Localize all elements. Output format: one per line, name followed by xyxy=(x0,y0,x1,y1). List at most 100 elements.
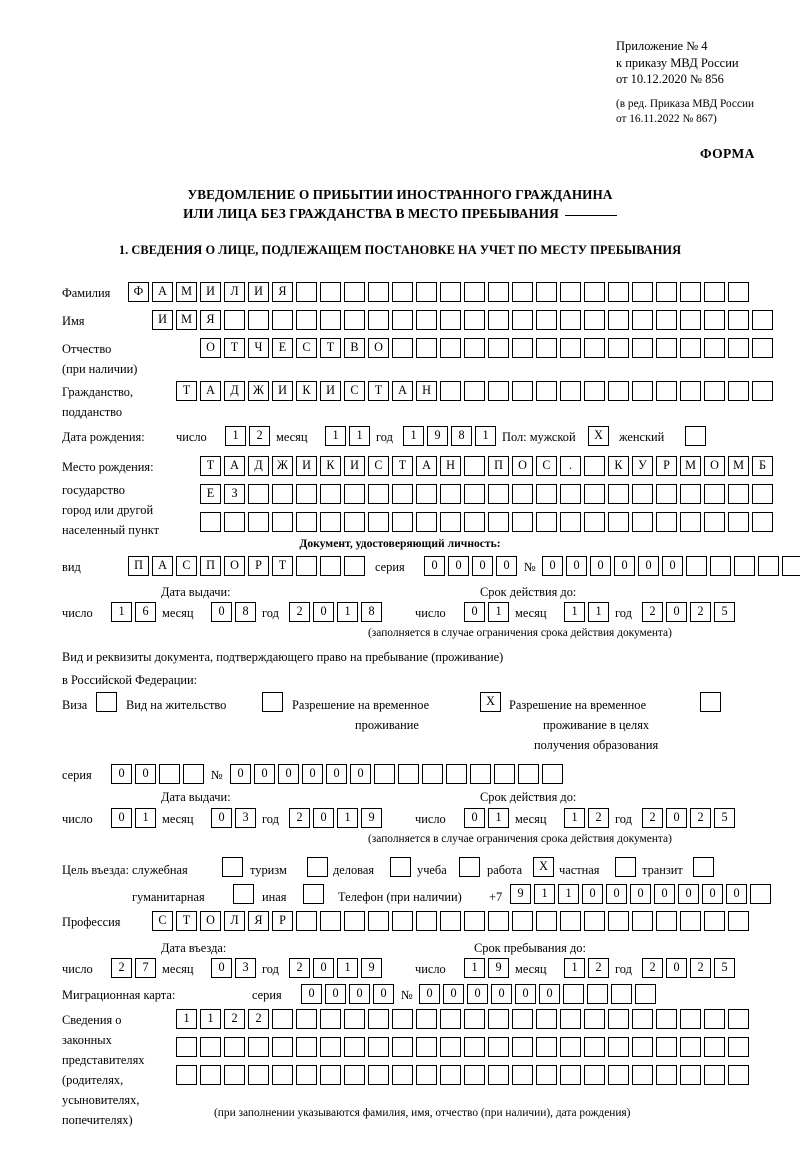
temp-edu-checkbox-1[interactable] xyxy=(700,692,721,712)
surname-cells-7[interactable]: Я xyxy=(272,282,293,302)
birthplace-row-2-cells-11[interactable] xyxy=(440,484,461,504)
birthplace-row-2-cells-6[interactable] xyxy=(320,484,341,504)
surname-cells-26[interactable] xyxy=(728,282,749,302)
patronymic-cells-4[interactable]: Е xyxy=(272,338,293,358)
surname-cells-11[interactable] xyxy=(368,282,389,302)
patronymic-cells-15[interactable] xyxy=(536,338,557,358)
permit-issue-day-cells-1[interactable]: 0 xyxy=(111,808,132,828)
citizenship-cells-12[interactable] xyxy=(440,381,461,401)
profession-cells-15[interactable] xyxy=(488,911,509,931)
birthplace-row-3-cells-7[interactable] xyxy=(344,512,365,532)
citizenship-cells-15[interactable] xyxy=(512,381,533,401)
purpose-tourism-checkbox-1[interactable] xyxy=(307,857,328,877)
birthplace-row-1-cells-13[interactable]: П xyxy=(488,456,509,476)
permit-issue-year-cells-1[interactable]: 2 xyxy=(289,808,310,828)
purpose-study-checkbox[interactable] xyxy=(459,857,480,877)
doc-number-cells-4[interactable]: 0 xyxy=(614,556,635,576)
doc-number-cells-10[interactable] xyxy=(758,556,779,576)
permit-valid-month-cells-1[interactable]: 1 xyxy=(564,808,585,828)
profession-cells-20[interactable] xyxy=(608,911,629,931)
phone-cells-7[interactable]: 0 xyxy=(654,884,675,904)
birthplace-row-1-cells-8[interactable]: С xyxy=(368,456,389,476)
patronymic-cells-20[interactable] xyxy=(656,338,677,358)
migration-number-cells-3[interactable]: 0 xyxy=(467,984,488,1004)
reps-row-2-cells-18[interactable] xyxy=(584,1037,605,1057)
entry-month-cells-2[interactable]: 3 xyxy=(235,958,256,978)
doc-kind-cells-4[interactable]: П xyxy=(200,556,221,576)
citizenship-cells-22[interactable] xyxy=(680,381,701,401)
firstname-cells-18[interactable] xyxy=(560,310,581,330)
reps-row-2-cells-19[interactable] xyxy=(608,1037,629,1057)
permit-valid-day-cells-2[interactable]: 1 xyxy=(488,808,509,828)
patronymic-cells-6[interactable]: Т xyxy=(320,338,341,358)
permit-valid-year-cells-3[interactable]: 2 xyxy=(690,808,711,828)
migration-number-cells-1[interactable]: 0 xyxy=(419,984,440,1004)
reps-row-1-cells-2[interactable]: 1 xyxy=(200,1009,221,1029)
birthplace-row-3-cells-1[interactable] xyxy=(200,512,221,532)
profession-cells-16[interactable] xyxy=(512,911,533,931)
birthplace-row-2-cells-13[interactable] xyxy=(488,484,509,504)
reps-row-1-cells-5[interactable] xyxy=(272,1009,293,1029)
reps-row-1-cells-18[interactable] xyxy=(584,1009,605,1029)
reps-row-1-cells-6[interactable] xyxy=(296,1009,317,1029)
doc-issue-day-cells-2[interactable]: 6 xyxy=(135,602,156,622)
firstname-cells-14[interactable] xyxy=(464,310,485,330)
citizenship-cells-11[interactable]: Н xyxy=(416,381,437,401)
birth-day-cells-1[interactable]: 1 xyxy=(225,426,246,446)
permit-number-cells-12[interactable] xyxy=(494,764,515,784)
reps-row-3-cells-8[interactable] xyxy=(344,1065,365,1085)
reps-row-3-cells-7[interactable] xyxy=(320,1065,341,1085)
reps-row-1-cells-7[interactable] xyxy=(320,1009,341,1029)
firstname-cells-23[interactable] xyxy=(680,310,701,330)
reps-row-1-cells-22[interactable] xyxy=(680,1009,701,1029)
permit-number-cells-4[interactable]: 0 xyxy=(302,764,323,784)
patronymic-cells-19[interactable] xyxy=(632,338,653,358)
migration-number-cells-4[interactable]: 0 xyxy=(491,984,512,1004)
reps-row-3-cells-16[interactable] xyxy=(536,1065,557,1085)
purpose-transit-checkbox-1[interactable] xyxy=(693,857,714,877)
patronymic-cells-3[interactable]: Ч xyxy=(248,338,269,358)
reps-row-3-cells-6[interactable] xyxy=(296,1065,317,1085)
birthplace-row-3-cells-19[interactable] xyxy=(632,512,653,532)
firstname-cells-19[interactable] xyxy=(584,310,605,330)
reps-row-1-cells-4[interactable]: 2 xyxy=(248,1009,269,1029)
patronymic-cells-21[interactable] xyxy=(680,338,701,358)
permit-series-cells-3[interactable] xyxy=(159,764,180,784)
birthplace-row-1-cells-20[interactable]: Р xyxy=(656,456,677,476)
sex-male-checkbox-1[interactable]: X xyxy=(588,426,609,446)
reps-row-1-cells-21[interactable] xyxy=(656,1009,677,1029)
permit-issue-month-cells-2[interactable]: 3 xyxy=(235,808,256,828)
surname-cells-20[interactable] xyxy=(584,282,605,302)
doc-kind-cells-10[interactable] xyxy=(344,556,365,576)
reps-row-2-cells-2[interactable] xyxy=(200,1037,221,1057)
birthplace-row-3-cells-2[interactable] xyxy=(224,512,245,532)
profession-cells-7[interactable] xyxy=(296,911,317,931)
doc-issue-month-cells-1[interactable]: 0 xyxy=(211,602,232,622)
birthplace-row-2-cells-15[interactable] xyxy=(536,484,557,504)
reps-row-2-cells-17[interactable] xyxy=(560,1037,581,1057)
firstname-cells-4[interactable] xyxy=(224,310,245,330)
birthplace-row-1-cells-24[interactable]: Б xyxy=(752,456,773,476)
birthplace-row-3-cells-10[interactable] xyxy=(416,512,437,532)
reps-row-3-cells[interactable] xyxy=(176,1065,749,1085)
firstname-cells-10[interactable] xyxy=(368,310,389,330)
birth-day-cells-2[interactable]: 2 xyxy=(249,426,270,446)
surname-cells-19[interactable] xyxy=(560,282,581,302)
reps-row-2-cells-3[interactable] xyxy=(224,1037,245,1057)
birthplace-row-1-cells-4[interactable]: Ж xyxy=(272,456,293,476)
birthplace-row-1-cells-1[interactable]: Т xyxy=(200,456,221,476)
purpose-service-checkbox-1[interactable] xyxy=(222,857,243,877)
permit-number-cells-1[interactable]: 0 xyxy=(230,764,251,784)
profession-cells-19[interactable] xyxy=(584,911,605,931)
firstname-cells-6[interactable] xyxy=(272,310,293,330)
